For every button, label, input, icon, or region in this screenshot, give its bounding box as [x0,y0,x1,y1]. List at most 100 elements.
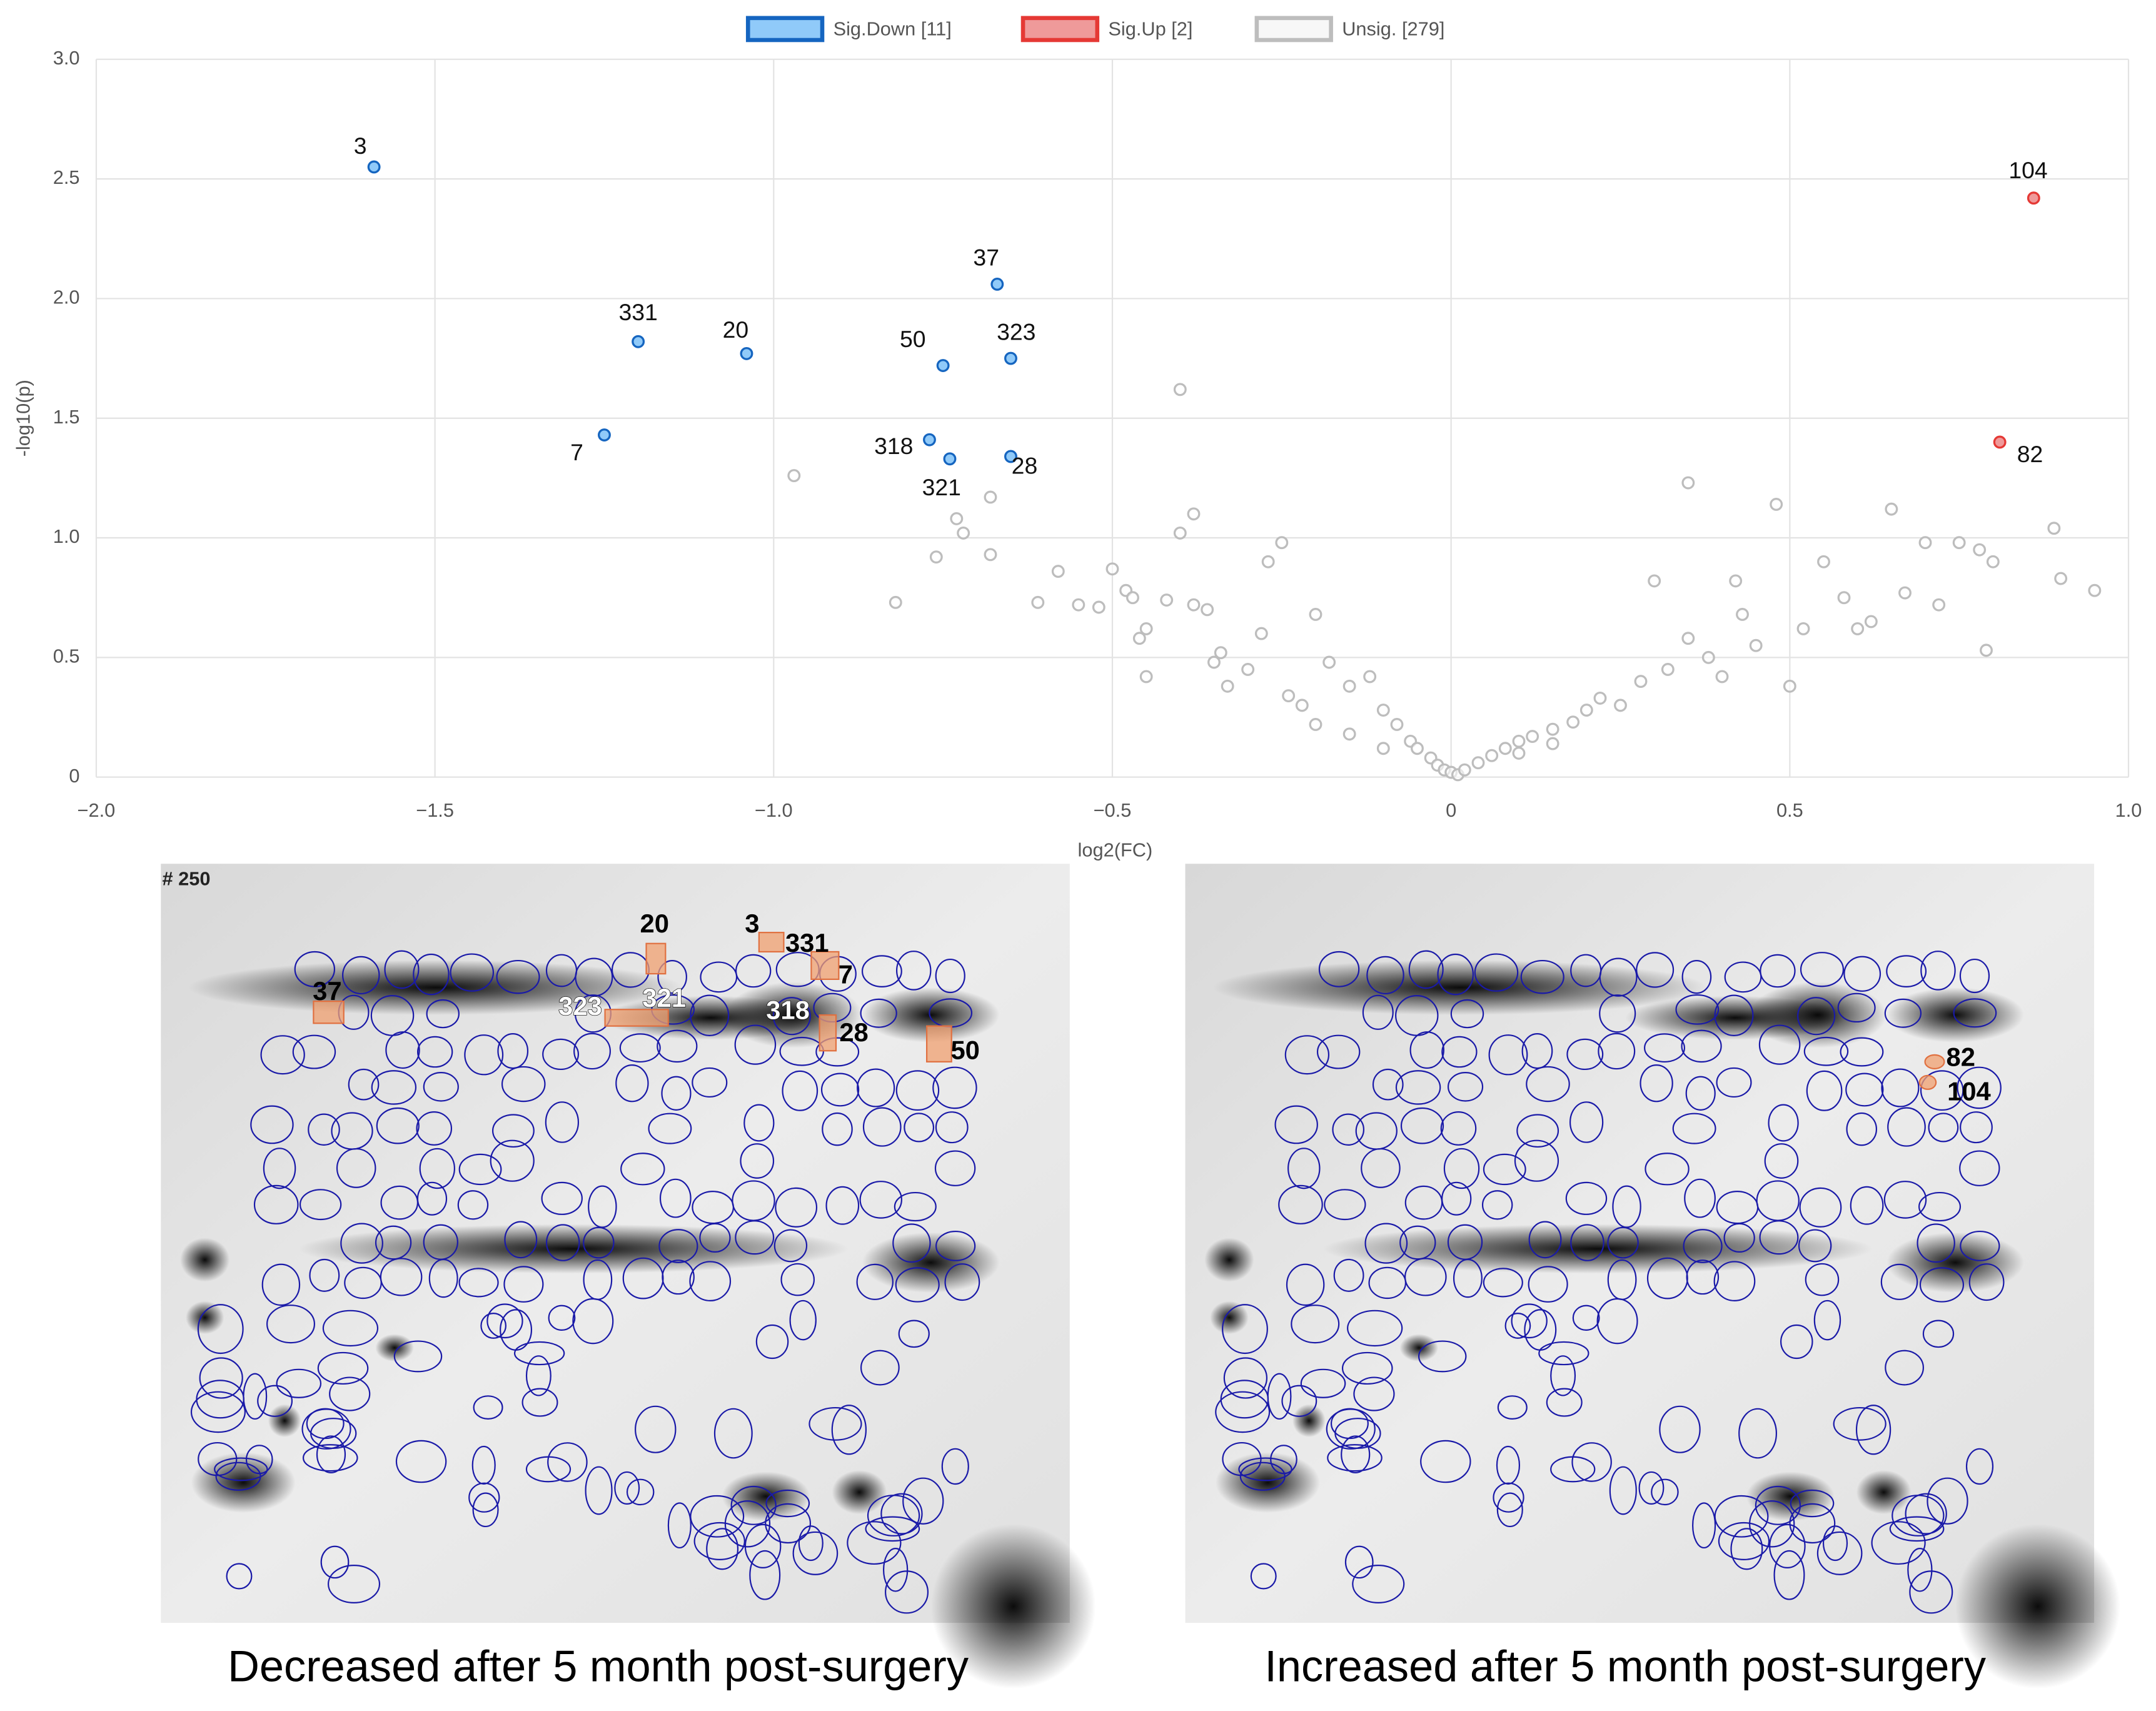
spot-outline [292,1034,336,1069]
point [1729,574,1743,588]
legend-label: Sig.Up [2] [1108,18,1192,40]
spot-outline [1395,1070,1441,1105]
point [1390,718,1404,731]
spot-outline [1488,1034,1528,1076]
point-label: 318 [874,433,913,459]
spot-outline [1569,1101,1604,1143]
spot-outline [450,953,495,992]
spot-outline [1332,1113,1365,1146]
y-tick-label: 0 [69,765,79,787]
spot-outline [1738,1408,1777,1459]
spot-outline [1521,1033,1553,1069]
spot-outline [825,1186,860,1225]
spot-outline [1883,1181,1927,1219]
point [1918,536,1932,550]
spot-outline [1326,1408,1376,1450]
x-tick-label: 1.0 [2115,799,2142,821]
spot-outline [1822,1525,1848,1562]
gel-spot [1746,1471,1835,1522]
spot-outline [1511,1303,1548,1339]
spot-outline [831,1405,867,1455]
point [1770,498,1783,511]
spot-outline [1871,1521,1926,1565]
spot-outline [1800,952,1845,987]
gel-spot [1212,960,1708,1016]
spot-outline [861,955,902,987]
spot-outline [416,1111,453,1146]
spot-outline [1880,1263,1918,1300]
spot-outline [1928,1113,1959,1143]
spot-outline [1837,992,1876,1023]
spot-outline [1759,1220,1799,1255]
spot-outline [892,1223,931,1263]
point [1254,627,1268,640]
spot-outline [1538,1341,1589,1366]
y-tick-label: 3.0 [53,47,80,69]
spot-outline [266,1305,316,1344]
point [1736,608,1749,621]
spot-outline [780,1263,815,1296]
spot-outline [1840,1037,1884,1067]
spot-outline [1528,1221,1562,1259]
point [1322,655,1336,669]
spot [604,1009,669,1027]
y-tick-label: 1.0 [53,525,80,547]
x-tick-label: 0 [1446,799,1456,821]
legend-swatch [745,16,825,43]
spot-outline [1327,1444,1383,1472]
point [1579,704,1593,717]
spot-outline [773,1229,808,1263]
gel-spot [1856,1470,1912,1515]
spot-outline [789,1300,817,1341]
spot-outline [862,1107,902,1147]
point [1376,742,1390,755]
spot-outline [545,1224,580,1261]
spot-outline [1798,1229,1832,1263]
spot-outline [486,1303,523,1339]
point [632,335,645,348]
point [1471,756,1485,770]
spot-outline [1718,1522,1770,1560]
spot-outline [1333,1258,1364,1292]
spot-outline [1797,997,1836,1036]
spot-outline [1713,1261,1756,1302]
spot-outline [261,1263,301,1306]
spot-outline [1686,1259,1720,1295]
spot-outline [1790,1489,1835,1518]
spot-outline [882,1548,909,1592]
spot-outline [1318,951,1360,987]
spot-outline [302,1444,358,1472]
spot-outline [1546,1388,1583,1417]
point [1851,622,1865,635]
spot [926,1025,952,1062]
gel-spot [180,1238,230,1282]
spot-outline [1692,1502,1716,1549]
spot-outline [1341,1435,1371,1474]
point [1885,502,1898,516]
spot-outline [1764,1143,1799,1179]
spot-outline [1917,1223,1955,1263]
spot-outline [226,1563,253,1590]
x-axis-label: log2(FC) [1078,839,1153,861]
spot-outline [1843,956,1881,992]
spot-outline [500,1309,533,1351]
spot-outline [260,1035,305,1075]
spot-outline [1443,1148,1480,1189]
spot-outline [935,1111,969,1144]
spot-outline [1366,956,1404,995]
spot-outline [336,1148,376,1188]
x-tick-label: −1.0 [755,799,793,821]
gel-label: 3 [745,909,759,938]
point [1309,718,1322,731]
spot-outline [1526,1066,1570,1103]
spot-outline [860,1350,900,1386]
point [1546,722,1559,736]
spot-outline [1799,1187,1842,1228]
gel-spot [1886,1232,2024,1293]
spot-outline [1957,1066,2002,1109]
spot-outline [1651,1478,1679,1506]
spot-outline [384,950,420,989]
spot-outline [1683,1229,1723,1263]
point [1126,591,1139,605]
point [1898,586,1912,600]
